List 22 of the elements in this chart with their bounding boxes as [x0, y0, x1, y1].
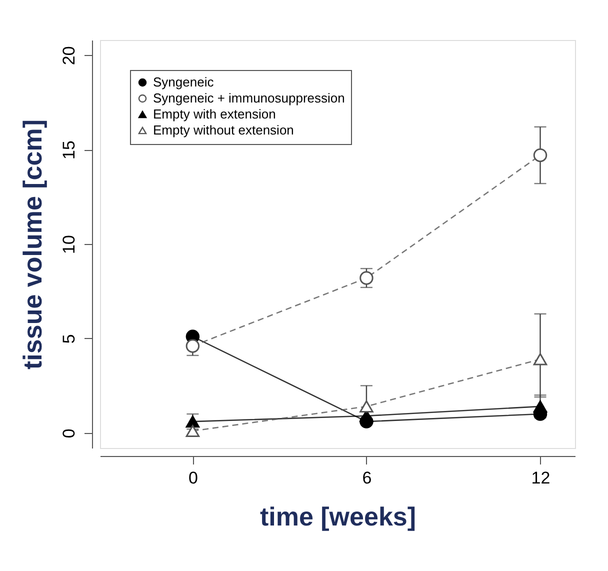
y-tick-label: 0	[60, 428, 78, 438]
point	[186, 416, 200, 428]
x-tick-label: 6	[362, 468, 372, 488]
y-tick-label: 15	[60, 140, 78, 160]
point	[186, 339, 200, 353]
y-axis-title: tissue volume [ccm]	[18, 120, 48, 370]
point	[533, 400, 548, 412]
x-tick-label: 12	[531, 468, 550, 488]
legend-label: Syngeneic	[153, 74, 214, 90]
legend-label: Syngeneic + immunosuppression	[153, 90, 345, 106]
x-tick-label: 0	[188, 468, 198, 488]
point	[360, 271, 374, 285]
legend-label: Empty without extension	[153, 122, 294, 138]
x-axis-title: time [weeks]	[260, 502, 416, 532]
y-tick-label: 10	[60, 235, 78, 254]
y-tick-label: 5	[60, 334, 78, 344]
legend-label: Empty with extension	[153, 106, 276, 122]
point	[186, 424, 200, 438]
point	[533, 353, 548, 366]
y-tick-label: 20	[60, 46, 78, 66]
point	[533, 148, 548, 162]
point	[360, 400, 374, 412]
